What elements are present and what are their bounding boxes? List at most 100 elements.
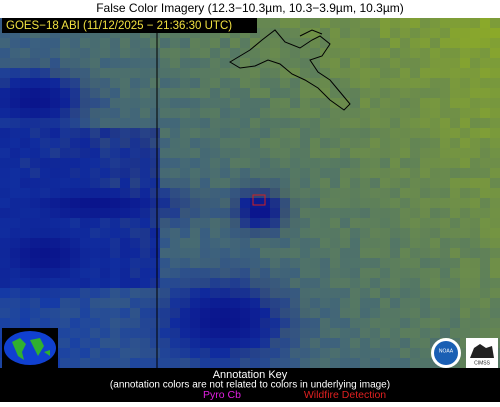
- image-pixel: [350, 78, 360, 88]
- image-pixel: [140, 58, 150, 68]
- image-pixel: [90, 98, 100, 108]
- image-pixel: [430, 18, 440, 28]
- image-pixel: [350, 88, 360, 98]
- image-pixel: [180, 188, 190, 198]
- image-pixel: [480, 108, 490, 118]
- image-pixel: [10, 228, 20, 238]
- image-pixel: [70, 248, 80, 258]
- image-pixel: [130, 178, 140, 188]
- image-pixel: [390, 168, 400, 178]
- image-pixel: [270, 18, 280, 28]
- image-pixel: [370, 358, 380, 368]
- image-pixel: [260, 18, 270, 28]
- image-pixel: [260, 228, 270, 238]
- image-pixel: [280, 108, 290, 118]
- image-pixel: [230, 318, 240, 328]
- image-pixel: [370, 208, 380, 218]
- image-pixel: [290, 158, 300, 168]
- image-pixel: [420, 168, 430, 178]
- image-pixel: [120, 188, 130, 198]
- image-pixel: [30, 228, 40, 238]
- image-pixel: [100, 38, 110, 48]
- image-pixel: [350, 228, 360, 238]
- image-pixel: [100, 138, 110, 148]
- image-pixel: [140, 178, 150, 188]
- image-pixel: [50, 278, 60, 288]
- image-pixel: [400, 128, 410, 138]
- image-pixel: [220, 228, 230, 238]
- image-pixel: [420, 208, 430, 218]
- image-pixel: [300, 278, 310, 288]
- image-pixel: [150, 48, 160, 58]
- image-pixel: [110, 358, 120, 368]
- image-pixel: [290, 178, 300, 188]
- image-pixel: [50, 198, 60, 208]
- image-pixel: [200, 238, 210, 248]
- image-pixel: [120, 218, 130, 228]
- key-item: Wildfire Detection: [304, 389, 386, 401]
- image-pixel: [320, 108, 330, 118]
- image-pixel: [220, 118, 230, 128]
- image-pixel: [450, 308, 460, 318]
- image-pixel: [290, 78, 300, 88]
- image-pixel: [30, 98, 40, 108]
- image-pixel: [110, 328, 120, 338]
- image-pixel: [250, 338, 260, 348]
- image-pixel: [470, 318, 480, 328]
- image-pixel: [70, 218, 80, 228]
- image-pixel: [50, 228, 60, 238]
- image-pixel: [260, 118, 270, 128]
- image-pixel: [180, 298, 190, 308]
- image-pixel: [50, 288, 60, 298]
- image-pixel: [420, 78, 430, 88]
- image-pixel: [220, 328, 230, 338]
- image-pixel: [300, 188, 310, 198]
- image-pixel: [260, 38, 270, 48]
- image-pixel: [310, 308, 320, 318]
- image-pixel: [250, 248, 260, 258]
- image-pixel: [120, 108, 130, 118]
- image-pixel: [470, 198, 480, 208]
- cimss-text: CIMSS: [474, 360, 491, 366]
- image-pixel: [320, 258, 330, 268]
- image-pixel: [360, 48, 370, 58]
- image-pixel: [110, 308, 120, 318]
- image-pixel: [20, 288, 30, 298]
- image-pixel: [450, 48, 460, 58]
- image-pixel: [210, 58, 220, 68]
- image-pixel: [350, 298, 360, 308]
- image-pixel: [400, 118, 410, 128]
- image-pixel: [310, 238, 320, 248]
- image-pixel: [370, 188, 380, 198]
- image-pixel: [140, 358, 150, 368]
- image-pixel: [60, 38, 70, 48]
- image-pixel: [350, 188, 360, 198]
- image-pixel: [250, 208, 260, 218]
- image-pixel: [270, 258, 280, 268]
- image-pixel: [460, 48, 470, 58]
- image-pixel: [90, 78, 100, 88]
- image-pixel: [230, 298, 240, 308]
- image-pixel: [330, 188, 340, 198]
- image-pixel: [450, 318, 460, 328]
- image-pixel: [310, 288, 320, 298]
- image-pixel: [330, 78, 340, 88]
- image-pixel: [250, 358, 260, 368]
- image-pixel: [380, 28, 390, 38]
- image-pixel: [190, 208, 200, 218]
- image-pixel: [350, 168, 360, 178]
- image-pixel: [330, 18, 340, 28]
- image-pixel: [100, 298, 110, 308]
- image-pixel: [400, 268, 410, 278]
- image-pixel: [40, 98, 50, 108]
- image-pixel: [290, 118, 300, 128]
- image-pixel: [400, 48, 410, 58]
- image-pixel: [250, 128, 260, 138]
- image-pixel: [180, 148, 190, 158]
- image-pixel: [280, 118, 290, 128]
- image-pixel: [150, 98, 160, 108]
- image-pixel: [480, 258, 490, 268]
- image-pixel: [190, 258, 200, 268]
- image-pixel: [320, 298, 330, 308]
- image-pixel: [140, 318, 150, 328]
